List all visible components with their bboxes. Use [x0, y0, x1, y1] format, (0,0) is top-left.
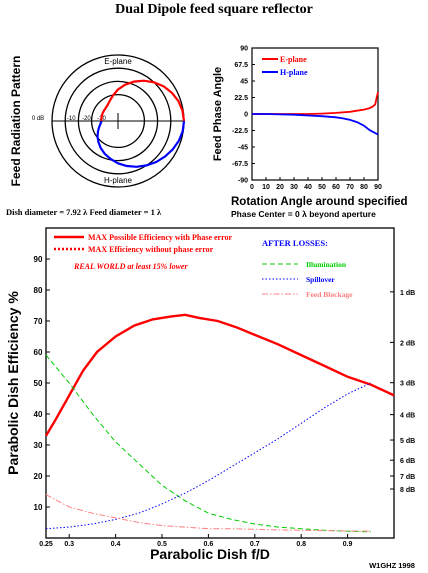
polar-top-label: E-plane [104, 57, 132, 66]
eff-db-tick-label: 2 dB [400, 340, 415, 347]
phase-xtick-label: 0 [250, 184, 254, 191]
eff-xtick-label: 0.25 [39, 541, 53, 548]
phase-xlabel: Rotation Angle around specified [231, 196, 408, 208]
polar-bottom-label: H-plane [104, 176, 133, 185]
polar-ring-label: 0 dB [32, 116, 44, 122]
eff-xtick-label: 0.5 [157, 541, 167, 548]
credit: W1GHZ 1998 [369, 561, 415, 570]
phase-xtick-label: 70 [346, 184, 354, 191]
eff-ytick-label: 50 [34, 379, 43, 388]
eff-legend-label: Illumination [306, 260, 347, 269]
polar-ring-label: -10 [67, 116, 76, 122]
eff-legend-label: MAX Possible Efficiency with Phase error [88, 233, 232, 242]
eff-ytick-label: 90 [34, 255, 43, 264]
phase-xtick-label: 80 [360, 184, 368, 191]
phase-xtick-label: 60 [332, 184, 340, 191]
page-title: Dual Dipole feed square reflector [115, 2, 313, 17]
eff-ytick-label: 30 [34, 441, 43, 450]
phase-xtick-label: 30 [290, 184, 298, 191]
eff-legend-label: Feed Blockage [306, 290, 353, 299]
eff-db-tick-label: 6 dB [400, 458, 415, 465]
phase-xtick-label: 90 [374, 184, 382, 191]
eff-db-tick-label: 7 dB [400, 474, 415, 481]
phase-ytick-label: -67.5 [232, 161, 248, 168]
phase-ytick-label: 22.5 [234, 95, 248, 102]
phase-ytick-label: 0 [244, 112, 248, 119]
eff-legend-label: MAX Efficiency without phase error [88, 245, 214, 254]
eff-xtick-label: 0.6 [204, 541, 214, 548]
eff-series-illumination [45, 354, 371, 533]
phase-legend-label: H-plane [280, 68, 308, 77]
polar-caption: Dish diameter = 7.92 λ Feed diameter = 1… [6, 207, 162, 217]
phase-ytick-label: -22.5 [232, 128, 248, 135]
phase-ytick-label: 45 [240, 79, 248, 86]
eff-db-tick-label: 3 dB [400, 381, 415, 388]
eff-ytick-label: 20 [34, 472, 43, 481]
eff-series-spillover [45, 382, 372, 530]
eff-xtick-label: 0.8 [296, 541, 306, 548]
phase-xtick-label: 40 [304, 184, 312, 191]
phase-series-h-plane [252, 113, 379, 136]
phase-subcaption: Phase Center = 0 λ beyond aperture [231, 209, 376, 219]
phase-legend-label: E-plane [280, 55, 307, 64]
eff-ytick-label: 40 [34, 410, 43, 419]
eff-xtick-label: 0.7 [250, 541, 260, 548]
eff-legend-label: Spillover [306, 275, 335, 284]
phase-ytick-label: 90 [240, 46, 248, 53]
eff-ytick-label: 10 [34, 503, 43, 512]
eff-ytick-label: 70 [34, 317, 43, 326]
eff-db-tick-label: 5 dB [400, 438, 415, 445]
phase-ylabel: Feed Phase Angle [212, 67, 224, 161]
eff-series-feed-blockage [45, 494, 371, 532]
eff-xtick-label: 0.9 [343, 541, 353, 548]
eff-db-tick-label: 4 dB [400, 413, 415, 420]
polar-series-h-plane [96, 120, 186, 168]
eff-after-losses-title: AFTER LOSSES: [262, 238, 328, 248]
phase-series-e-plane [252, 91, 379, 115]
phase-ytick-label: 67.5 [234, 62, 248, 69]
eff-ytick-label: 80 [34, 286, 43, 295]
phase-xtick-label: 20 [276, 184, 284, 191]
eff-xtick-label: 0.4 [111, 541, 121, 548]
eff-ylabel: Parabolic Dish Efficiency % [5, 291, 21, 475]
eff-xlabel: Parabolic Dish f/D [150, 546, 270, 562]
eff-ytick-label: 60 [34, 348, 43, 357]
eff-xtick-label: 0.3 [64, 541, 74, 548]
eff-db-tick-label: 1 dB [400, 290, 415, 297]
eff-series-max-possible-efficiency-with-phase-error [44, 313, 395, 437]
eff-note: REAL WORLD at least 15% lower [73, 262, 188, 271]
phase-ytick-label: -90 [238, 178, 248, 185]
phase-xtick-label: 10 [262, 184, 270, 191]
polar-series-e-plane [100, 79, 186, 122]
eff-db-tick-label: 8 dB [400, 487, 415, 494]
polar-ylabel: Feed Radiation Pattern [9, 56, 23, 187]
phase-ytick-label: -45 [238, 145, 248, 152]
phase-xtick-label: 50 [318, 184, 326, 191]
eff-frame [45, 227, 395, 539]
polar-ring-label: -20 [82, 116, 91, 122]
